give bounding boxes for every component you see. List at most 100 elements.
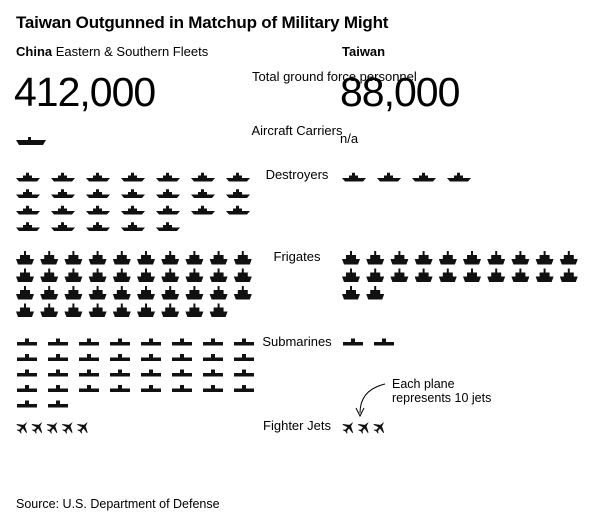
china-frigate-icon	[112, 251, 131, 265]
china-destroyer-icon	[16, 189, 40, 198]
china-frigate-icon	[88, 268, 107, 282]
china-submarine-icon	[172, 338, 192, 346]
note-arrow-head	[355, 407, 365, 418]
taiwan-frigate-icon	[366, 251, 385, 265]
taiwan-destroyer-icon	[412, 172, 436, 182]
taiwan-frigate-icon	[414, 268, 433, 282]
taiwan-frigate-icon	[511, 268, 530, 282]
china-frigate-icon	[137, 268, 155, 282]
china-submarine-icon	[141, 354, 161, 361]
china-submarine-icon	[141, 338, 161, 346]
china-fighter-jet-icon	[16, 420, 30, 434]
category-destroyers: Destroyers	[265, 167, 329, 182]
china-header: China Eastern & Southern Fleets	[16, 44, 208, 59]
china-submarine-icon	[110, 385, 130, 392]
china-frigate-icon	[209, 303, 228, 317]
china-submarine-icon	[110, 354, 130, 361]
china-destroyer-icon	[86, 205, 110, 215]
china-header-rest: Eastern & Southern Fleets	[52, 44, 209, 59]
taiwan-fighter-jet-icon	[357, 420, 372, 434]
china-frigate-icon	[40, 268, 59, 282]
taiwan-frigate-icon	[342, 286, 360, 300]
china-submarine-icon	[17, 400, 37, 408]
china-fighter-jet-icon	[31, 420, 46, 434]
china-submarine-icon	[79, 338, 99, 346]
china-frigate-icon	[185, 251, 204, 265]
china-destroyer-icon	[156, 189, 180, 198]
china-destroyer-icon	[51, 222, 75, 231]
note-line-2: represents 10 jets	[392, 391, 492, 406]
taiwan-frigate-icon	[511, 251, 530, 265]
china-frigate-icon	[112, 303, 131, 317]
china-destroyer-icon	[16, 172, 40, 182]
china-destroyer-icon	[86, 172, 110, 182]
china-submarine-icon	[17, 338, 37, 346]
jet-scale-note: Each plane represents 10 jets	[392, 377, 491, 406]
china-destroyer-icon	[121, 172, 145, 182]
china-frigate-icon	[112, 286, 131, 300]
note-line-1: Each plane	[392, 377, 455, 391]
china-header-bold: China	[16, 44, 53, 59]
china-frigate-icon	[64, 303, 83, 317]
china-frigate-icon	[161, 286, 180, 300]
taiwan-carriers-value: n/a	[340, 131, 359, 146]
china-frigate-icon	[88, 303, 107, 317]
china-destroyer-icon	[191, 205, 215, 215]
note-arrow-line	[359, 383, 386, 414]
china-destroyer-icon	[226, 205, 250, 215]
china-frigate-icon	[64, 251, 83, 265]
china-frigate-icon	[16, 251, 34, 265]
category-carriers: Aircraft Carriers	[251, 123, 343, 138]
china-submarine-icon	[203, 385, 223, 392]
china-submarine-icon	[234, 369, 254, 377]
china-frigate-icon	[209, 286, 228, 300]
china-destroyer-icon	[191, 172, 215, 182]
category-frigates: Frigates	[273, 249, 321, 264]
china-frigate-icon	[40, 251, 59, 265]
china-frigate-icon	[161, 303, 180, 317]
china-destroyer-icon	[226, 189, 250, 198]
china-submarine-icon	[110, 338, 130, 346]
china-submarine-icon	[203, 354, 223, 361]
taiwan-frigate-icon	[559, 251, 578, 265]
taiwan-fighter-jet-icon	[342, 420, 356, 434]
taiwan-personnel-value: 88,000	[340, 69, 460, 115]
china-fighter-jet-icon	[61, 420, 76, 434]
china-frigate-icon	[137, 303, 155, 317]
china-destroyer-icon	[16, 222, 40, 231]
china-frigate-icon	[64, 268, 83, 282]
category-fighter-jets: Fighter Jets	[263, 418, 331, 433]
taiwan-frigate-icon	[342, 268, 360, 282]
china-frigate-icon	[16, 303, 34, 317]
taiwan-frigate-icon	[366, 286, 385, 300]
china-submarine-icon	[141, 369, 161, 377]
taiwan-frigate-icon	[559, 268, 578, 282]
china-destroyer-icon	[226, 172, 250, 182]
china-submarine-icon	[79, 369, 99, 377]
taiwan-frigate-icon	[390, 251, 409, 265]
china-submarine-icon	[17, 369, 37, 377]
china-destroyer-icon	[191, 189, 215, 198]
taiwan-frigate-icon	[487, 251, 506, 265]
china-submarine-icon	[172, 385, 192, 392]
china-destroyer-icon	[156, 205, 180, 215]
china-frigate-icon	[233, 268, 252, 282]
taiwan-destroyer-icon	[377, 172, 401, 182]
taiwan-frigate-icon	[535, 268, 554, 282]
china-frigate-icon	[209, 268, 228, 282]
china-frigate-icon	[64, 286, 83, 300]
taiwan-frigate-icon	[487, 268, 506, 282]
china-destroyer-icon	[51, 172, 75, 182]
china-submarine-icon	[48, 400, 68, 408]
china-personnel-value: 412,000	[14, 69, 156, 115]
china-frigate-icon	[209, 251, 228, 265]
taiwan-destroyer-icon	[342, 172, 366, 182]
taiwan-submarine-icon	[343, 338, 363, 346]
china-submarine-icon	[48, 338, 68, 346]
taiwan-frigate-icon	[535, 251, 554, 265]
china-submarine-icon	[234, 385, 254, 392]
china-frigate-icon	[137, 286, 155, 300]
china-submarine-icon	[203, 338, 223, 346]
china-fighter-jet-icon	[76, 420, 91, 434]
china-frigate-icon	[16, 286, 34, 300]
